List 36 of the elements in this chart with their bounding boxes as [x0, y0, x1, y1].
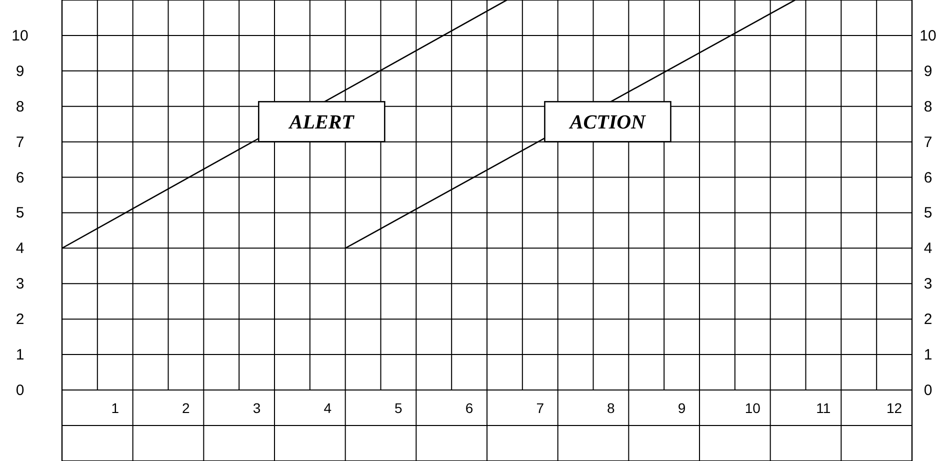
y2-tick-label: 3: [924, 276, 932, 293]
y-tick-label: 6: [16, 169, 24, 186]
x-tick-label: 10: [744, 400, 761, 416]
x-tick-label: 2: [182, 400, 190, 416]
series-label: ALERT: [287, 112, 355, 134]
x-tick-label: 6: [465, 400, 474, 416]
y2-tick-label: 8: [924, 98, 932, 116]
x-tick-label: 3: [252, 400, 261, 416]
x-tick-label: 5: [394, 400, 403, 416]
x-tick-label: 12: [886, 400, 902, 416]
x-tick-label: 9: [678, 400, 686, 416]
y-tick-label: 3: [16, 276, 24, 293]
y-tick-label: 7: [16, 134, 24, 151]
y2-tick-label: 6: [924, 169, 932, 186]
y2-tick-label: 5: [924, 204, 932, 222]
y2-tick-label: 4: [924, 240, 932, 258]
y-tick-label: 10: [12, 27, 28, 44]
y-tick-label: 0: [16, 382, 24, 399]
x-tick-label: 7: [536, 400, 544, 416]
x-tick-label: 11: [816, 400, 831, 416]
y2-tick-label: 7: [924, 134, 932, 151]
y-tick-label: 9: [16, 62, 24, 80]
y2-tick-label: 10: [920, 27, 936, 44]
y-tick-label: 8: [16, 98, 24, 116]
y-tick-label: 2: [16, 311, 24, 328]
x-tick-label: 1: [111, 400, 120, 416]
series-label: ACTION: [568, 112, 648, 134]
y-tick-label: 1: [16, 346, 24, 364]
y2-tick-label: 0: [924, 382, 932, 399]
y2-tick-label: 9: [924, 62, 932, 80]
x-tick-label: 8: [607, 400, 616, 416]
y2-tick-label: 1: [924, 346, 932, 364]
y-tick-label: 5: [16, 204, 24, 222]
y-tick-label: 4: [16, 240, 24, 258]
y2-tick-label: 2: [924, 311, 932, 328]
x-tick-label: 4: [324, 400, 332, 416]
